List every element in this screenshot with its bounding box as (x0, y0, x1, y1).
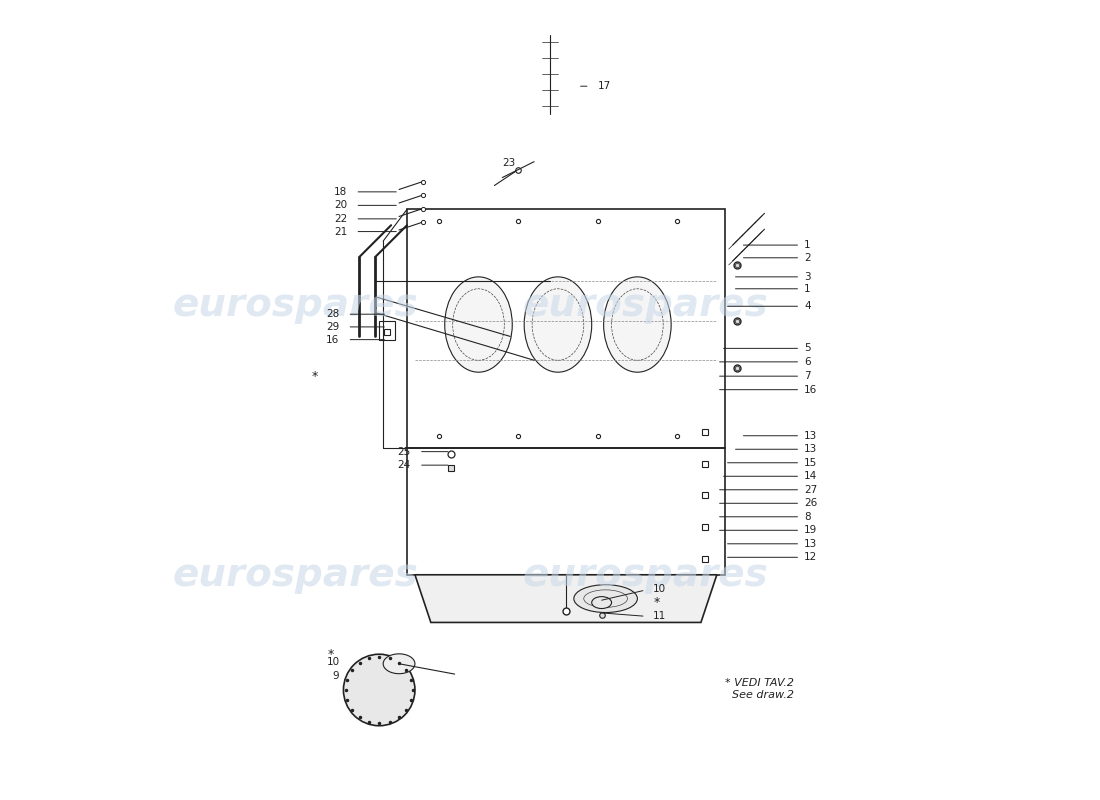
Text: eurospares: eurospares (522, 556, 768, 594)
Text: 19: 19 (804, 526, 817, 535)
Text: 15: 15 (804, 458, 817, 468)
Text: 16: 16 (327, 334, 340, 345)
Text: 13: 13 (804, 444, 817, 454)
Text: 9: 9 (333, 670, 340, 681)
Text: 17: 17 (597, 81, 611, 91)
Bar (379, 321, 395, 341)
Text: *: * (653, 596, 660, 609)
Text: 25: 25 (398, 446, 411, 457)
Text: 21: 21 (334, 226, 348, 237)
Text: 27: 27 (804, 485, 817, 494)
Text: 13: 13 (804, 538, 817, 549)
Text: 16: 16 (804, 385, 817, 394)
Text: 14: 14 (804, 471, 817, 482)
Text: *: * (311, 370, 318, 382)
Text: 3: 3 (804, 272, 811, 282)
Text: 5: 5 (804, 343, 811, 354)
Text: 28: 28 (327, 309, 340, 319)
Ellipse shape (604, 277, 671, 372)
Text: 1: 1 (804, 284, 811, 294)
Text: 8: 8 (804, 512, 811, 522)
Text: 29: 29 (327, 322, 340, 332)
Text: 20: 20 (334, 200, 348, 210)
Text: 12: 12 (804, 552, 817, 562)
Text: 6: 6 (804, 357, 811, 367)
Text: eurospares: eurospares (173, 556, 419, 594)
Text: 22: 22 (334, 214, 348, 224)
Text: 24: 24 (398, 460, 411, 470)
Ellipse shape (444, 277, 513, 372)
Text: eurospares: eurospares (173, 286, 419, 324)
Polygon shape (415, 574, 717, 622)
Text: 23: 23 (503, 158, 516, 168)
Text: 13: 13 (804, 430, 817, 441)
Text: 2: 2 (804, 253, 811, 262)
Text: 1: 1 (804, 240, 811, 250)
Text: 10: 10 (653, 584, 667, 594)
Text: * VEDI TAV.2
  See draw.2: * VEDI TAV.2 See draw.2 (725, 678, 794, 700)
Ellipse shape (525, 277, 592, 372)
Text: 11: 11 (653, 611, 667, 621)
Ellipse shape (592, 597, 612, 609)
Ellipse shape (574, 585, 637, 613)
Text: 26: 26 (804, 498, 817, 508)
Circle shape (343, 654, 415, 726)
Ellipse shape (383, 654, 415, 674)
Text: eurospares: eurospares (522, 286, 768, 324)
Text: 7: 7 (804, 371, 811, 381)
Text: 10: 10 (327, 657, 340, 667)
Text: 4: 4 (804, 302, 811, 311)
Text: *: * (328, 648, 333, 661)
Text: 18: 18 (334, 187, 348, 197)
